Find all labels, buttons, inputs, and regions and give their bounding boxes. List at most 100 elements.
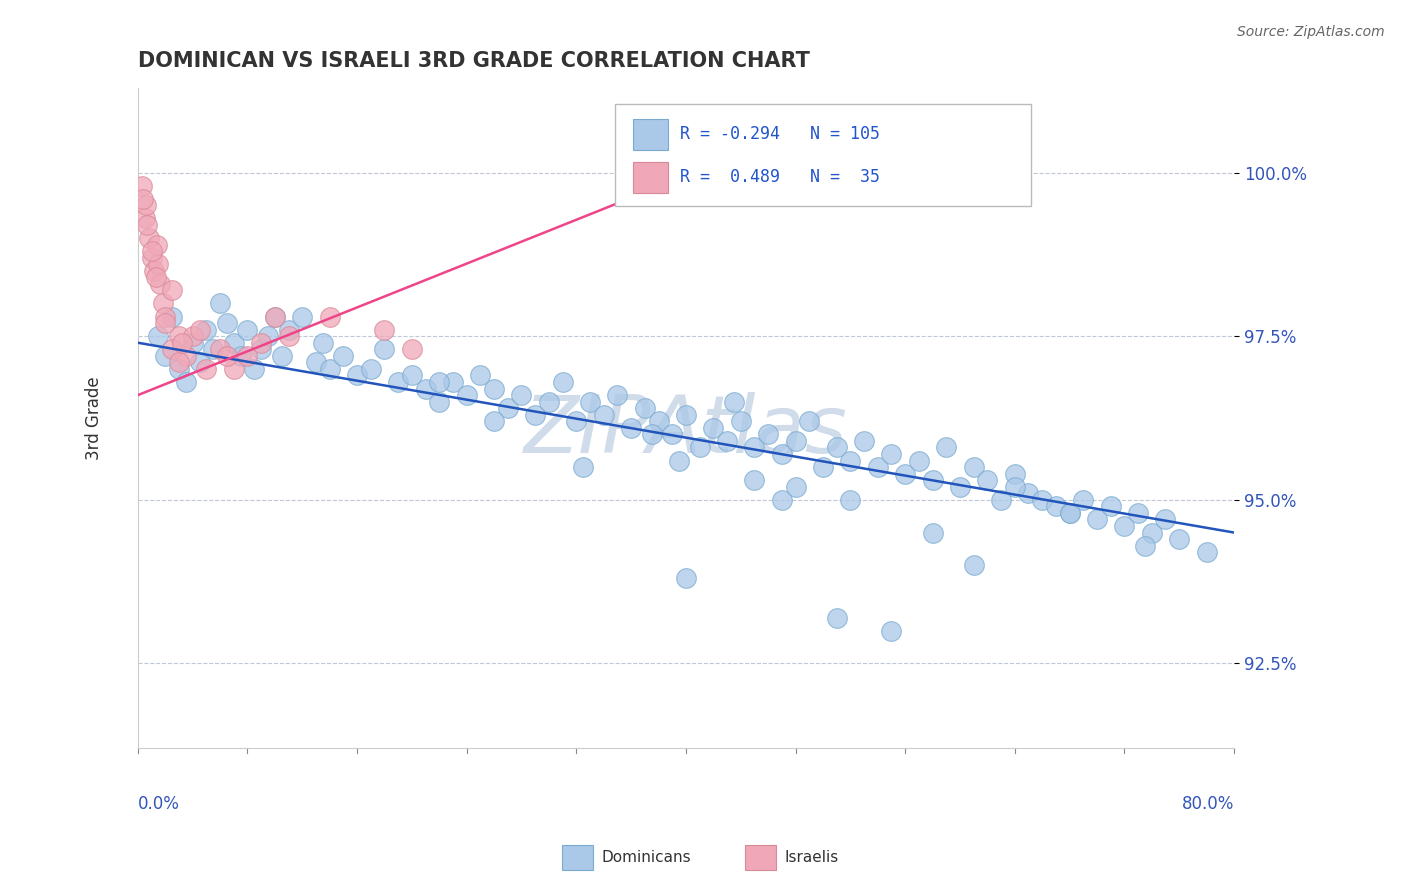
Point	[160, 310, 183, 324]
Point	[174, 375, 197, 389]
Point	[592, 408, 614, 422]
Bar	[633, 119, 668, 151]
Point	[921, 473, 943, 487]
Point	[155, 349, 177, 363]
Point	[880, 624, 903, 638]
Point	[825, 441, 848, 455]
Point	[907, 453, 929, 467]
Point	[387, 375, 409, 389]
Point	[551, 375, 574, 389]
Point	[949, 480, 972, 494]
Text: 80.0%: 80.0%	[1181, 795, 1234, 813]
Point	[181, 329, 204, 343]
Point	[305, 355, 328, 369]
Point	[1071, 492, 1094, 507]
Point	[1140, 525, 1163, 540]
Point	[1126, 506, 1149, 520]
Point	[921, 525, 943, 540]
Point	[510, 388, 533, 402]
Point	[668, 453, 690, 467]
Point	[236, 349, 259, 363]
Point	[1059, 506, 1081, 520]
Point	[537, 394, 560, 409]
Point	[373, 323, 395, 337]
Point	[675, 571, 697, 585]
Point	[427, 394, 450, 409]
Point	[277, 329, 299, 343]
Point	[880, 447, 903, 461]
Point	[730, 414, 752, 428]
Point	[264, 310, 287, 324]
Point	[723, 394, 745, 409]
Point	[1168, 532, 1191, 546]
Point	[853, 434, 876, 448]
Point	[141, 244, 163, 259]
Bar	[633, 161, 668, 194]
Point	[167, 355, 190, 369]
Point	[222, 335, 245, 350]
Point	[866, 460, 889, 475]
Point	[148, 329, 170, 343]
Point	[1085, 512, 1108, 526]
Point	[935, 441, 957, 455]
Point	[675, 408, 697, 422]
Point	[565, 414, 588, 428]
Point	[236, 323, 259, 337]
Point	[229, 349, 252, 363]
Point	[148, 257, 170, 271]
Point	[482, 382, 505, 396]
Point	[839, 492, 862, 507]
Point	[135, 198, 157, 212]
Point	[134, 211, 156, 226]
Point	[167, 362, 190, 376]
Point	[579, 394, 602, 409]
Point	[1045, 500, 1067, 514]
Point	[215, 349, 238, 363]
Point	[1004, 480, 1026, 494]
Point	[312, 335, 335, 350]
Point	[155, 310, 177, 324]
Point	[799, 414, 821, 428]
Point	[470, 368, 492, 383]
Point	[149, 277, 172, 291]
Point	[152, 296, 174, 310]
Point	[640, 427, 662, 442]
Point	[756, 427, 779, 442]
Point	[1154, 512, 1177, 526]
Point	[811, 460, 834, 475]
Point	[572, 460, 595, 475]
Point	[825, 610, 848, 624]
Text: R = -0.294   N = 105: R = -0.294 N = 105	[681, 125, 880, 143]
Point	[744, 441, 766, 455]
Point	[346, 368, 368, 383]
Point	[1004, 467, 1026, 481]
Text: DOMINICAN VS ISRAELI 3RD GRADE CORRELATION CHART: DOMINICAN VS ISRAELI 3RD GRADE CORRELATI…	[138, 51, 810, 70]
Point	[160, 343, 183, 357]
Point	[215, 316, 238, 330]
Text: ZIPAtlas: ZIPAtlas	[524, 392, 848, 470]
Point	[1017, 486, 1039, 500]
Point	[373, 343, 395, 357]
Point	[170, 335, 193, 350]
Point	[277, 323, 299, 337]
Point	[839, 453, 862, 467]
Point	[1031, 492, 1053, 507]
Point	[250, 343, 273, 357]
Point	[136, 218, 159, 232]
Point	[143, 264, 166, 278]
Point	[222, 362, 245, 376]
Point	[202, 343, 225, 357]
Point	[1099, 500, 1122, 514]
Point	[441, 375, 464, 389]
Point	[634, 401, 657, 416]
Text: Source: ZipAtlas.com: Source: ZipAtlas.com	[1237, 25, 1385, 39]
Text: 3rd Grade: 3rd Grade	[84, 376, 103, 459]
Point	[181, 335, 204, 350]
Text: 0.0%: 0.0%	[138, 795, 180, 813]
Point	[620, 421, 643, 435]
Point	[962, 558, 984, 573]
Point	[332, 349, 354, 363]
Point	[661, 427, 683, 442]
Point	[250, 335, 273, 350]
Point	[291, 310, 314, 324]
